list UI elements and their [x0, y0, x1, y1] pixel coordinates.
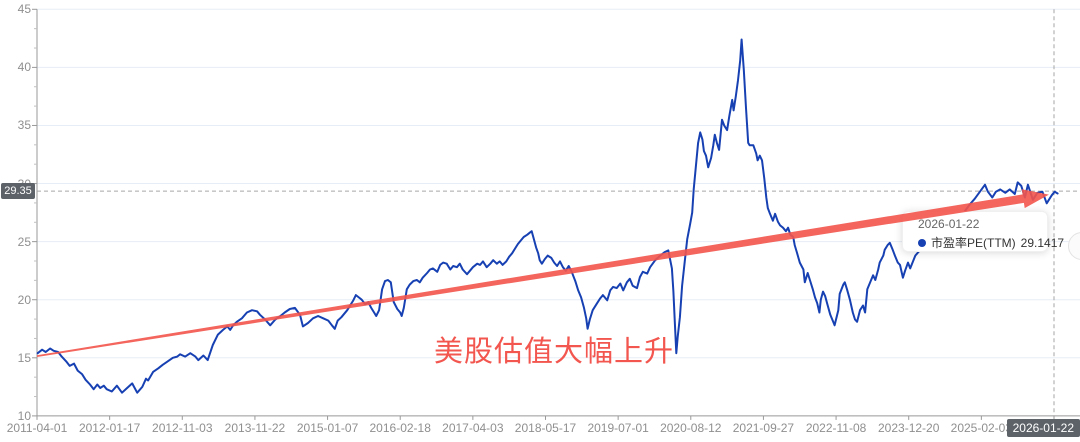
tooltip-date: 2026-01-22	[918, 217, 980, 231]
tooltip-series-label: 市盈率PE(TTM)	[931, 236, 1016, 250]
x-crosshair-badge: 2026-01-22	[1006, 419, 1080, 437]
tooltip: 2026-01-22 市盈率PE(TTM) 29.1417	[902, 211, 1064, 252]
tooltip-row: 市盈率PE(TTM) 29.1417	[918, 234, 1064, 251]
series-marker-dot	[918, 238, 926, 247]
y-crosshair-badge: 29.35	[1, 183, 35, 199]
tooltip-value: 29.1417	[1020, 235, 1065, 250]
